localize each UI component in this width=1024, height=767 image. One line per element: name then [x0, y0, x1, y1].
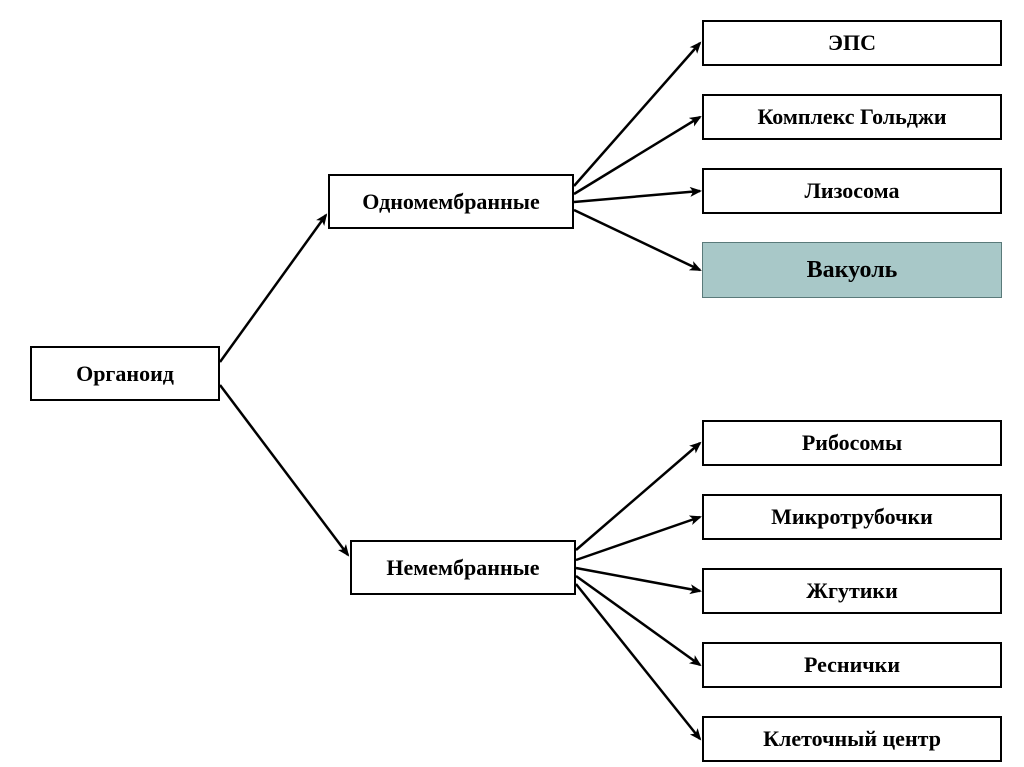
node-lysosome: Лизосома [702, 168, 1002, 214]
node-centrosome: Клеточный центр [702, 716, 1002, 762]
node-leaf5-label: Рибосомы [802, 430, 902, 456]
edge-cat2-leaf9 [576, 584, 700, 739]
node-ribosomes: Рибосомы [702, 420, 1002, 466]
node-leaf7-label: Жгутики [806, 578, 898, 604]
node-flagella: Жгутики [702, 568, 1002, 614]
node-leaf3-label: Лизосома [805, 178, 900, 204]
node-leaf4-label: Вакуоль [807, 257, 898, 284]
edge-root-cat1 [220, 215, 326, 362]
edge-cat2-leaf6 [576, 517, 700, 560]
node-golgi: Комплекс Гольджи [702, 94, 1002, 140]
node-root: Органоид [30, 346, 220, 401]
edge-root-cat2 [220, 385, 348, 555]
edge-cat2-leaf8 [576, 576, 700, 665]
node-non-membrane: Немембранные [350, 540, 576, 595]
node-leaf9-label: Клеточный центр [763, 726, 941, 752]
node-eps: ЭПС [702, 20, 1002, 66]
node-cilia: Реснички [702, 642, 1002, 688]
node-single-membrane: Одномембранные [328, 174, 574, 229]
node-vacuole: Вакуоль [702, 242, 1002, 298]
node-cat1-label: Одномембранные [362, 189, 539, 215]
edge-cat1-leaf4 [574, 210, 700, 270]
edge-cat1-leaf1 [574, 43, 700, 186]
edge-cat1-leaf2 [574, 117, 700, 194]
node-root-label: Органоид [76, 361, 174, 387]
edge-cat2-leaf7 [576, 568, 700, 591]
edge-cat2-leaf5 [576, 443, 700, 550]
edge-cat1-leaf3 [574, 191, 700, 202]
node-leaf2-label: Комплекс Гольджи [757, 104, 946, 130]
node-microtubules: Микротрубочки [702, 494, 1002, 540]
node-cat2-label: Немембранные [386, 555, 539, 581]
node-leaf1-label: ЭПС [828, 30, 876, 56]
node-leaf8-label: Реснички [804, 652, 900, 678]
node-leaf6-label: Микротрубочки [771, 504, 933, 530]
